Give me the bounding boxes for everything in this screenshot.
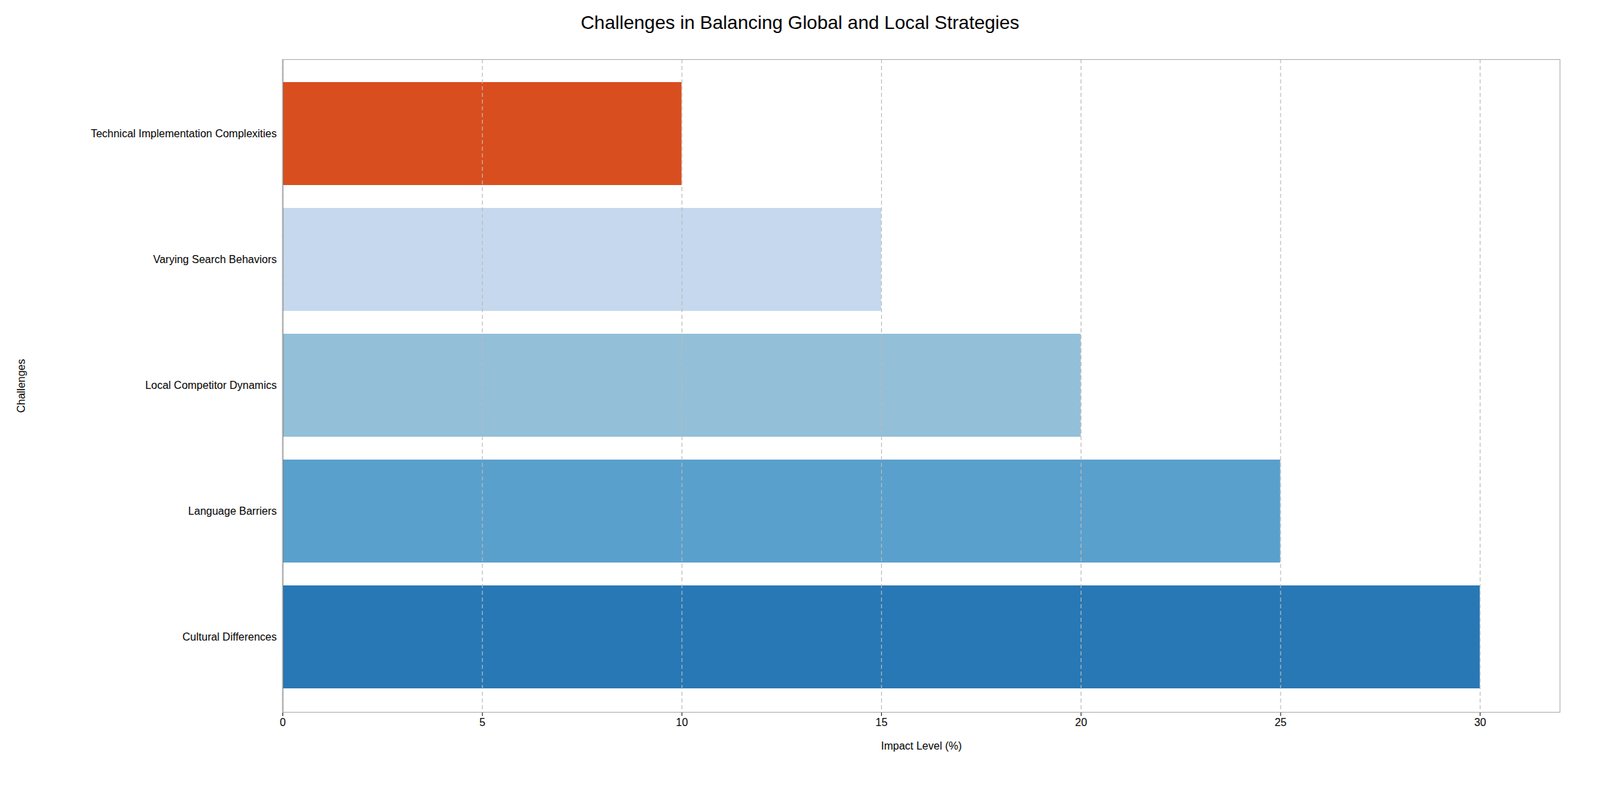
- svg-text:Technical Implementation Compl: Technical Implementation Complexities: [90, 127, 278, 140]
- svg-text:Varying Search Behaviors: Varying Search Behaviors: [153, 253, 278, 265]
- svg-text:0: 0: [279, 716, 286, 728]
- svg-text:30: 30: [1474, 716, 1487, 728]
- svg-text:20: 20: [1074, 716, 1087, 728]
- svg-text:15: 15: [875, 716, 888, 728]
- html-text:Challenges in Balancing Global: Challenges in Balancing Global and Local…: [580, 12, 1020, 33]
- svg-text:10: 10: [675, 716, 689, 728]
- svg-text:Local Competitor Dynamics: Local Competitor Dynamics: [145, 379, 278, 391]
- svg-text:Language Barriers: Language Barriers: [188, 505, 278, 517]
- svg-text:Cultural Differences: Cultural Differences: [182, 630, 277, 643]
- svg-text:25: 25: [1274, 716, 1287, 728]
- svg-text:Impact Level (%): Impact Level (%): [881, 739, 962, 752]
- svg-text:5: 5: [479, 716, 486, 728]
- svg-text:Challenges: Challenges: [15, 358, 27, 413]
